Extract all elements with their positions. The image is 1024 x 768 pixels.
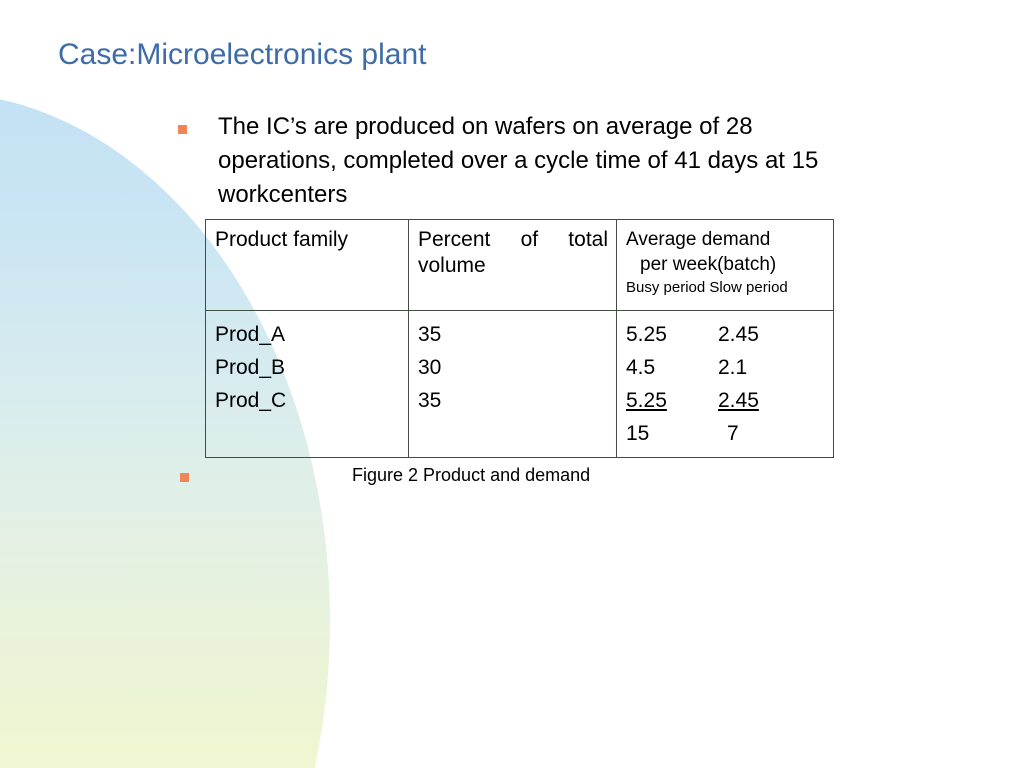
value-busy-1: 4.5 [626, 356, 656, 379]
bullet-text-primary: The IC’s are produced on wafers on avera… [218, 113, 819, 208]
cell-product-families: Prod_A Prod_B Prod_C [205, 310, 409, 458]
demand-row-0: 5.25 2.45 [626, 318, 825, 351]
header-label-per-week-batch: per week(batch) [640, 254, 777, 275]
header-label-average-demand: Average demand [626, 229, 771, 250]
product-demand-table: Product family Percent of total volume A… [205, 219, 834, 458]
square-bullet-icon [178, 125, 187, 134]
cell-percent-values: 35 30 35 [408, 310, 617, 458]
value-percent-1: 30 [418, 356, 442, 379]
demand-row-1: 4.5 2.1 [626, 351, 825, 384]
header-cell-average-demand: Average demand per week(batch) Busy peri… [616, 219, 834, 311]
cell-demand-values: 5.25 2.45 4.5 2.1 5.25 2.45 15 7 [616, 310, 834, 458]
value-busy-0: 5.25 [626, 323, 667, 346]
demand-row-totals: 15 7 [626, 417, 825, 450]
value-slow-1: 2.1 [718, 356, 748, 379]
value-family-2: Prod_C [215, 389, 287, 412]
header-label-percent-line2: volume [418, 254, 486, 277]
header-cell-percent-volume: Percent of total volume [408, 219, 617, 311]
header-cell-product-family: Product family [205, 219, 409, 311]
value-percent-2: 35 [418, 389, 442, 412]
header-label-product-family: Product family [215, 228, 349, 251]
page-title: Case:Microelectronics plant [58, 38, 427, 71]
table-body-row: Prod_A Prod_B Prod_C 35 30 35 5.25 2.45 … [205, 310, 834, 458]
value-slow-2: 2.45 [718, 389, 759, 412]
table-header-row: Product family Percent of total volume A… [205, 219, 834, 311]
value-family-1: Prod_B [215, 356, 286, 379]
value-busy-total: 15 [626, 422, 650, 445]
value-slow-total: 7 [727, 422, 739, 445]
value-family-0: Prod_A [215, 323, 286, 346]
figure-caption: Figure 2 Product and demand [352, 465, 591, 485]
value-slow-0: 2.45 [718, 323, 759, 346]
header-label-busy-slow-period: Busy period Slow period [626, 279, 788, 296]
demand-row-2: 5.25 2.45 [626, 384, 825, 417]
header-label-percent-line1: Percent of total [418, 228, 608, 251]
value-busy-2: 5.25 [626, 389, 667, 412]
value-percent-0: 35 [418, 323, 442, 346]
square-bullet-icon-caption [180, 473, 189, 482]
